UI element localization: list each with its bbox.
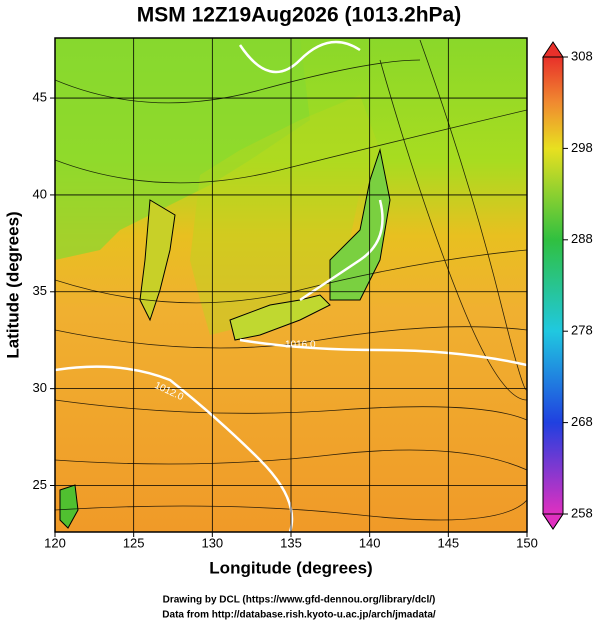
y-tick-label: 40 (33, 186, 47, 201)
y-tick-label: 30 (33, 380, 47, 395)
y-axis-label: Latitude (degrees) (3, 211, 22, 358)
x-tick-label: 150 (516, 535, 538, 550)
colorbar-tick-label: 258 (571, 505, 593, 520)
contour-label: 1016.0 (285, 340, 316, 351)
colorbar-end (542, 513, 564, 530)
footer-line: Drawing by DCL (https://www.gfd-dennou.o… (163, 595, 436, 606)
x-tick-label: 135 (280, 535, 302, 550)
x-axis-label: Longitude (degrees) (209, 558, 372, 577)
colorbar-tick-label: 298 (571, 140, 593, 155)
title: MSM 12Z19Aug2026 (1013.2hPa) (137, 4, 461, 27)
x-tick-label: 120 (44, 535, 66, 550)
y-tick-label: 35 (33, 283, 47, 298)
x-tick-label: 125 (123, 535, 145, 550)
colorbar-tick-label: 268 (571, 414, 593, 429)
colorbar (542, 56, 564, 515)
footer-line: Data from http://database.rish.kyoto-u.a… (162, 610, 436, 621)
y-tick-label: 45 (33, 89, 47, 104)
colorbar-tick-label: 308 (571, 48, 593, 63)
x-tick-label: 140 (359, 535, 381, 550)
colorbar-tick-label: 278 (571, 323, 593, 338)
x-tick-label: 145 (437, 535, 459, 550)
colorbar-tick-label: 288 (571, 231, 593, 246)
x-tick-label: 130 (201, 535, 223, 550)
y-tick-label: 25 (33, 477, 47, 492)
